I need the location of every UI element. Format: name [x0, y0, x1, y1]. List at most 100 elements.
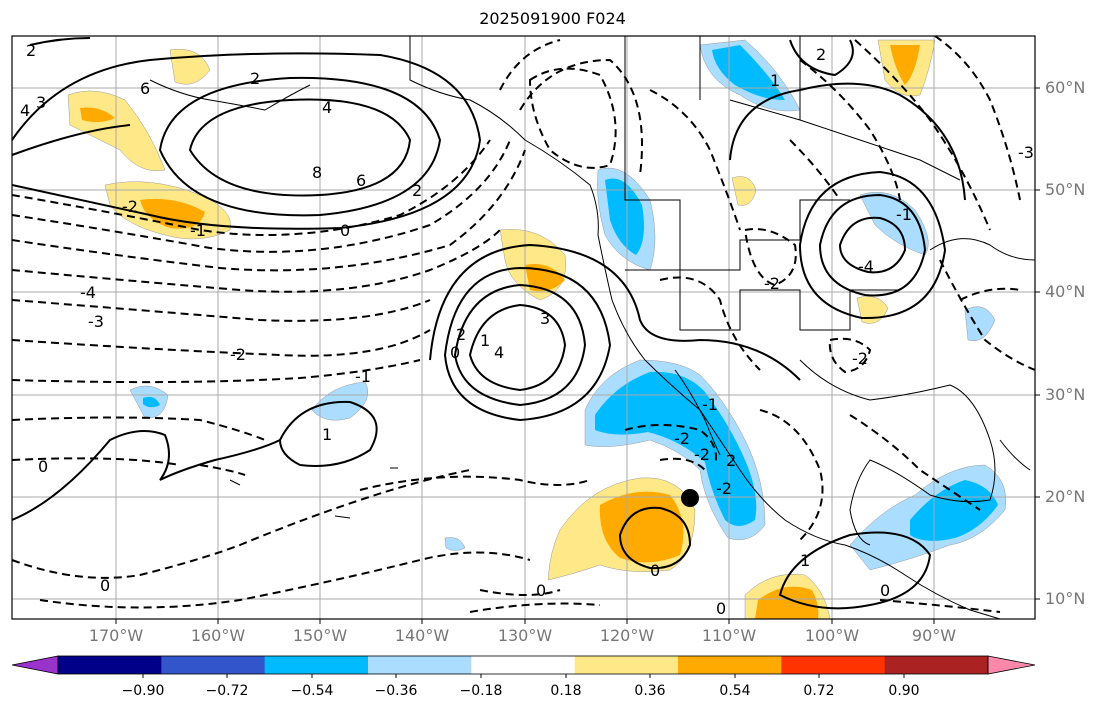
lat-label-10n: 10°N	[1045, 589, 1086, 608]
contour-label: -3	[88, 312, 104, 331]
contour-label: -1	[896, 205, 912, 224]
lon-label-110w: 110°W	[701, 626, 757, 645]
contour-label: -2	[674, 429, 690, 448]
positive-anomaly-core	[80, 107, 115, 123]
contour-label: 0	[340, 221, 350, 240]
contour-label: 3	[540, 309, 550, 328]
contour-label: 4	[322, 98, 332, 117]
colorbar-tick-label: 0.54	[719, 683, 751, 699]
colorbar-tick-label: −0.36	[374, 683, 418, 699]
contour-label: -2	[764, 274, 780, 293]
lat-label-20n: 20°N	[1045, 487, 1086, 506]
contour-label: 1	[480, 331, 490, 350]
lon-label-130w: 130°W	[497, 626, 553, 645]
lon-label-140w: 140°W	[394, 626, 450, 645]
colorbar-segment	[471, 656, 576, 674]
colorbar-tick-label: 0.18	[550, 683, 582, 699]
colorbar-segment	[884, 656, 989, 674]
contour-label: 2	[726, 451, 736, 470]
negative-anomaly-core	[605, 178, 644, 255]
coastlines	[149, 36, 1035, 619]
location-marker	[681, 489, 699, 507]
contour-labels: 2 6 3 4 2 4 8 6 2 0 -1 -2 -4 -3 -2 -1 1 …	[20, 41, 1034, 618]
colorbar-min-extension	[11, 655, 59, 675]
colorbar-frame	[57, 655, 989, 675]
contour-label: 0	[716, 599, 726, 618]
contour-label: 0	[100, 576, 110, 595]
colorbar-tick-label: −0.18	[459, 683, 503, 699]
contour-label: 2	[816, 45, 826, 64]
colorbar-tick-label: 0.72	[803, 683, 835, 699]
contour-label: 4	[20, 101, 30, 120]
colorbar-segment	[678, 656, 782, 674]
colorbar-segment	[161, 656, 266, 674]
colorbar	[11, 655, 1036, 678]
contour-label: -3	[1018, 143, 1034, 162]
lon-label-150w: 150°W	[292, 626, 348, 645]
contour-label: 6	[140, 79, 150, 98]
contour-label: 2	[412, 181, 422, 200]
colorbar-segment	[264, 656, 369, 674]
contour-label: 2	[26, 41, 36, 60]
lon-label-100w: 100°W	[804, 626, 860, 645]
lat-label-50n: 50°N	[1045, 180, 1086, 199]
positive-anomaly-core	[525, 264, 565, 292]
contour-label: 3	[36, 93, 46, 112]
map-title: 2025091900 F024	[479, 9, 626, 28]
contour-label: 2	[456, 325, 466, 344]
negative-anomaly-region	[444, 537, 466, 551]
lon-label-160w: 160°W	[190, 626, 246, 645]
colorbar-tick-label: −0.72	[205, 683, 249, 699]
contour-label: 8	[312, 163, 322, 182]
contour-label: 1	[770, 71, 780, 90]
contour-label: 1	[800, 551, 810, 570]
dashed-contours	[12, 36, 1035, 613]
contour-label: -1	[190, 221, 206, 240]
contour-label: -2	[694, 445, 710, 464]
contour-label: -1	[355, 367, 371, 386]
colorbar-tick-label: 0.90	[888, 683, 920, 699]
map-plot-area: 2 6 3 4 2 4 8 6 2 0 -1 -2 -4 -3 -2 -1 1 …	[12, 36, 1035, 619]
colorbar-tick-label: 0.36	[634, 683, 666, 699]
map-frame	[11, 35, 1036, 620]
contour-label: 0	[536, 581, 546, 600]
colorbar-segment	[574, 656, 679, 674]
negative-anomaly-core	[143, 396, 160, 408]
lon-label-120w: 120°W	[599, 626, 655, 645]
negative-anomaly-region	[964, 306, 996, 342]
lon-label-170w: 170°W	[88, 626, 144, 645]
contour-label: -2	[230, 345, 246, 364]
positive-anomaly-core	[755, 586, 819, 619]
colorbar-ticks	[142, 674, 905, 678]
contour-label: -2	[852, 349, 868, 368]
lat-label-60n: 60°N	[1045, 78, 1086, 97]
solid-contours	[12, 37, 966, 610]
gridlines	[12, 36, 1035, 619]
contour-label: 4	[494, 343, 504, 362]
lon-ticks	[115, 619, 935, 624]
negative-anomaly-core	[595, 371, 757, 526]
contour-label: 6	[356, 171, 366, 190]
positive-anomaly-core	[890, 45, 920, 85]
negative-anomaly-core	[910, 480, 998, 541]
contour-label: 2	[250, 69, 260, 88]
contour-label: 0	[650, 561, 660, 580]
lat-label-30n: 30°N	[1045, 385, 1086, 404]
colorbar-max-extension	[987, 655, 1036, 675]
colorbar-tick-label: −0.54	[290, 683, 334, 699]
colorbar-segment	[58, 656, 162, 674]
negative-anomaly-core	[712, 45, 785, 100]
contour-label: -2	[122, 197, 138, 216]
colorbar-tick-label: −0.90	[121, 683, 165, 699]
contour-label: 0	[38, 457, 48, 476]
lat-label-40n: 40°N	[1045, 282, 1086, 301]
contour-label: -4	[858, 257, 874, 276]
contour-label: 1	[322, 425, 332, 444]
contour-label: 0	[450, 343, 460, 362]
contour-label: 0	[880, 581, 890, 600]
colorbar-segment	[781, 656, 886, 674]
contour-label: -1	[702, 395, 718, 414]
lat-ticks	[1035, 87, 1040, 600]
colorbar-segment	[368, 656, 472, 674]
